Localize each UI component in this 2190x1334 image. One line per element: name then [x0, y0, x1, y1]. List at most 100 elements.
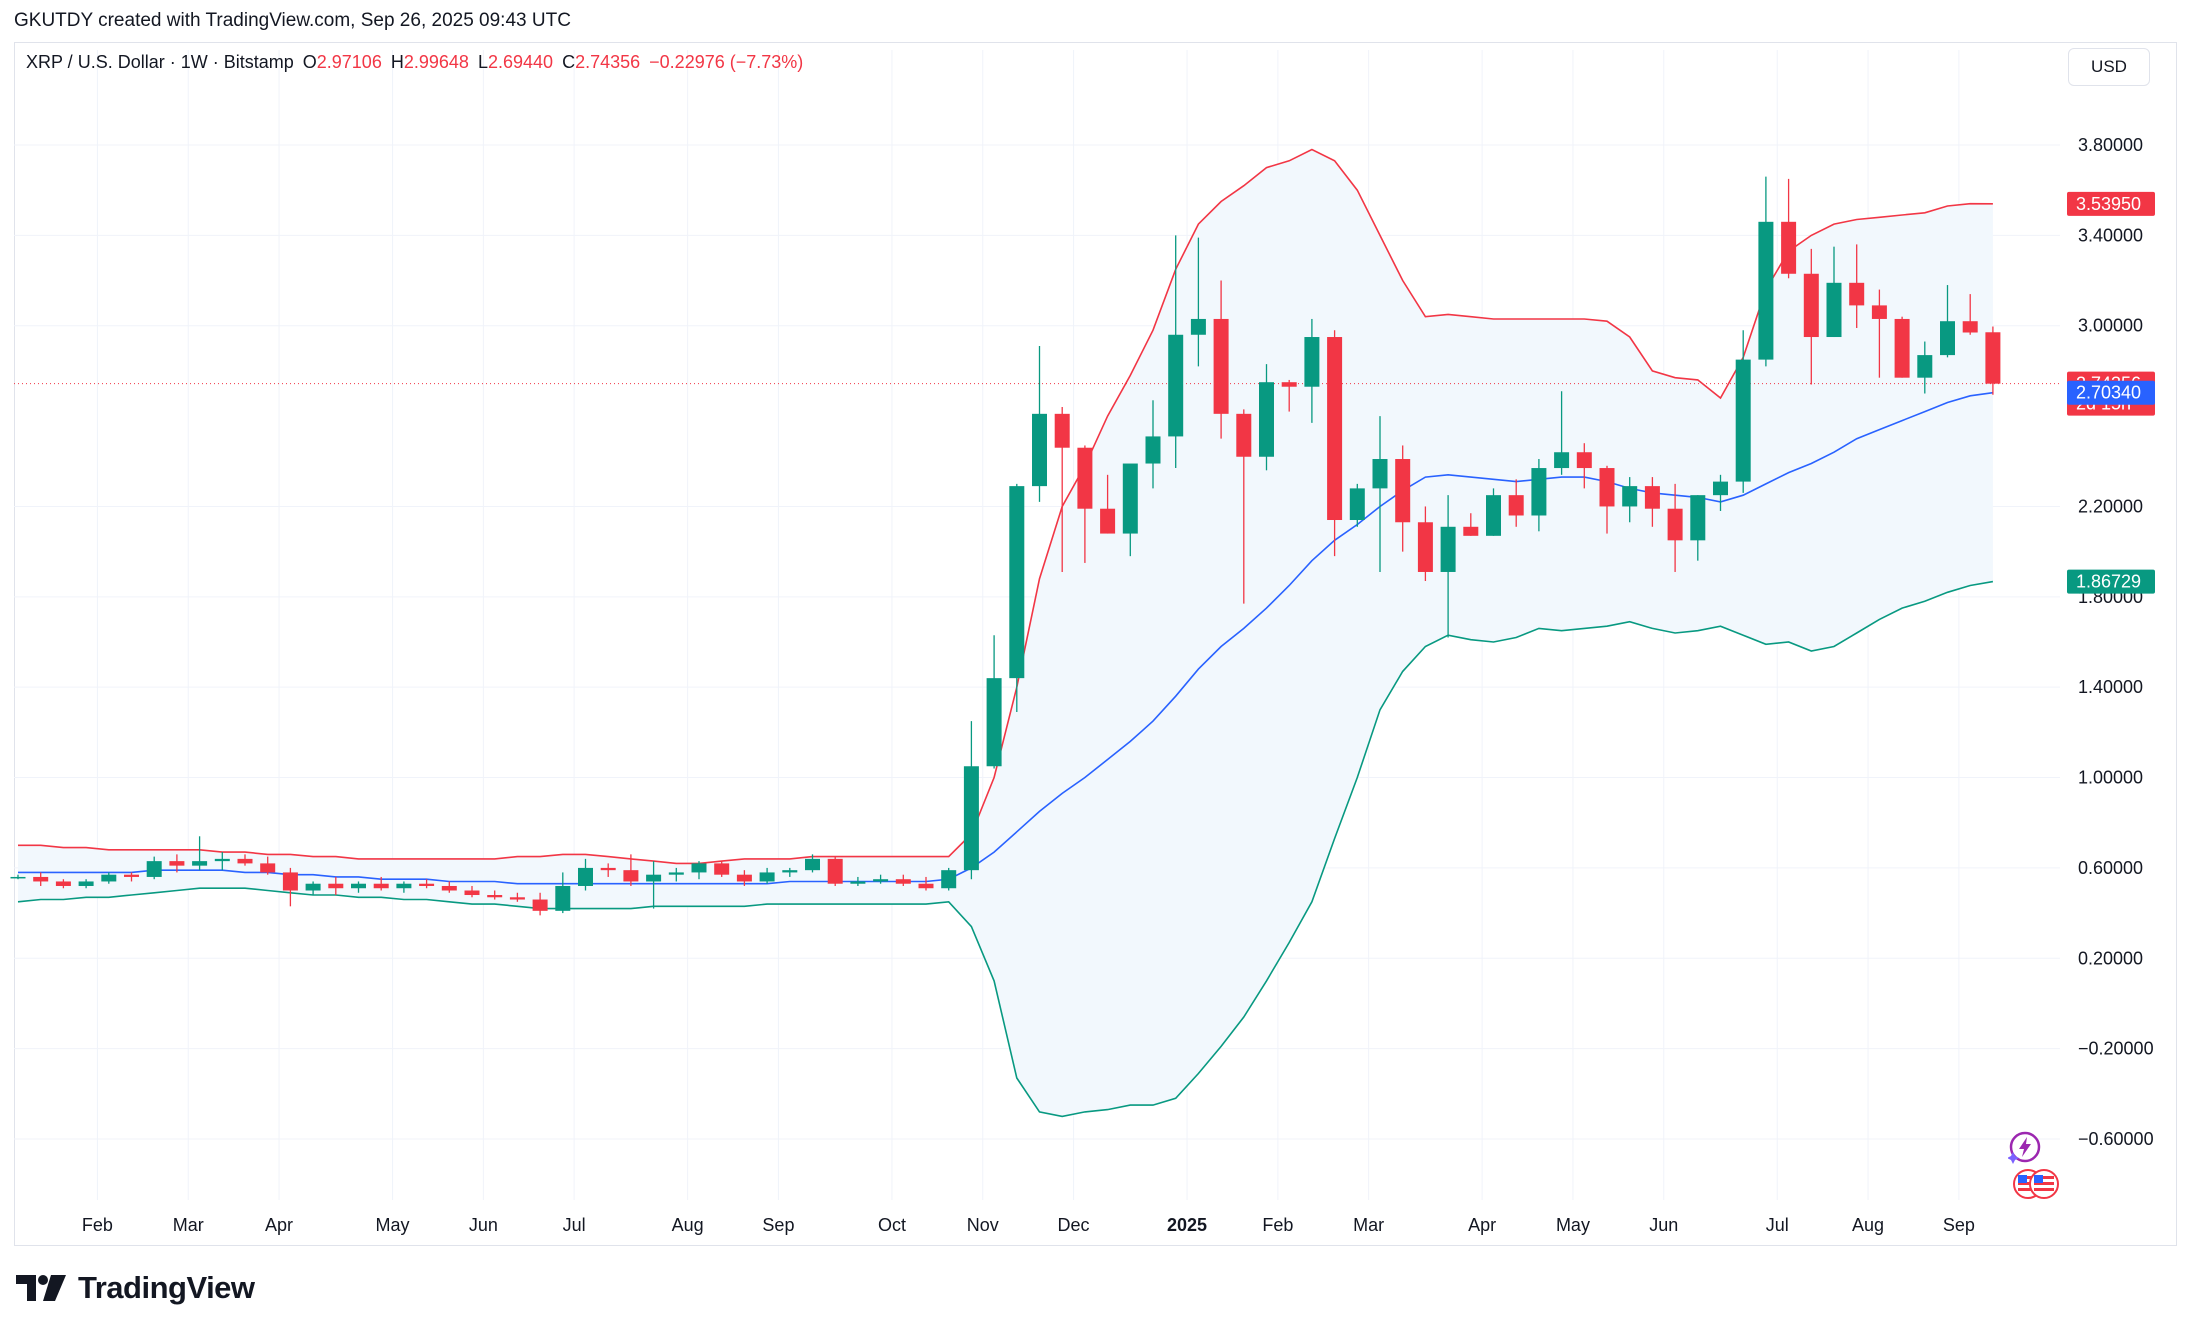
candle	[1440, 495, 1456, 638]
candle	[1463, 513, 1479, 536]
candle	[1486, 488, 1501, 536]
legend-close-label: C	[562, 52, 576, 72]
y-tick-label: −0.20000	[2078, 1039, 2154, 1059]
candle	[1417, 506, 1433, 582]
candle-body	[1395, 459, 1411, 523]
candle-body	[691, 863, 707, 873]
candle-body	[759, 872, 775, 882]
candle-body	[1599, 468, 1615, 507]
x-tick-label: Apr	[1468, 1215, 1496, 1235]
x-tick-label: Mar	[173, 1215, 204, 1235]
candle	[101, 872, 117, 884]
candle-body	[419, 883, 435, 886]
candle-body	[1531, 468, 1547, 516]
candle	[1826, 246, 1842, 338]
candle-body	[714, 863, 730, 875]
candle	[55, 879, 71, 889]
candle	[373, 876, 389, 891]
candle-body	[1508, 495, 1524, 516]
candle	[1713, 474, 1728, 511]
x-tick-label: Jun	[469, 1215, 498, 1235]
x-tick-label: Mar	[1353, 1215, 1384, 1235]
candle-body	[1213, 318, 1229, 414]
candle-body	[895, 879, 911, 884]
candle-body	[373, 883, 389, 889]
x-tick-label: Jun	[1649, 1215, 1678, 1235]
y-tick-label: −0.60000	[2078, 1129, 2154, 1149]
candle	[1508, 479, 1524, 527]
candle	[1962, 294, 1978, 335]
candle-body	[78, 881, 94, 886]
x-tick-label: Oct	[878, 1215, 906, 1235]
candle-body	[1168, 334, 1184, 437]
candle	[214, 852, 230, 871]
candle-body	[1803, 273, 1819, 338]
candle	[578, 858, 593, 891]
candle-body	[1327, 337, 1343, 521]
basis-label-text: 2.70340	[2076, 383, 2141, 403]
legend-high-label: H	[390, 52, 404, 72]
tradingview-logo-text: TradingView	[78, 1270, 255, 1305]
candle	[941, 867, 957, 891]
candle	[1009, 483, 1025, 713]
candle-body	[1440, 526, 1456, 572]
candle-body	[805, 858, 820, 871]
candle	[78, 879, 94, 889]
time-axis[interactable]: Feb Mar Apr May Jun Jul Aug Sep Oct Nov Dec 2025 Feb…	[82, 1215, 1975, 1235]
y-tick-label: 3.40000	[2078, 225, 2143, 245]
legend-low-value: 2.69440	[487, 52, 554, 72]
candle	[487, 890, 503, 900]
candle	[441, 881, 457, 893]
candle	[464, 885, 480, 898]
us-flag-currency-icon[interactable]	[2012, 1166, 2062, 1202]
candle-body	[623, 870, 639, 882]
x-tick-label: May	[376, 1215, 410, 1235]
candle-body	[1077, 447, 1093, 509]
lightning-icon[interactable]	[2008, 1130, 2042, 1164]
candle-body	[1349, 488, 1365, 521]
tradingview-logo-icon	[16, 1275, 66, 1301]
currency-button[interactable]: USD	[2068, 48, 2150, 86]
candle	[1327, 330, 1343, 557]
candle	[986, 635, 1002, 769]
candle-body	[941, 870, 957, 889]
x-tick-label: Aug	[672, 1215, 704, 1235]
candle	[1032, 346, 1047, 502]
candle-body	[918, 883, 934, 889]
candle-body	[873, 879, 889, 882]
candle-body	[169, 861, 185, 866]
candle	[963, 721, 979, 880]
candle-body	[1281, 382, 1297, 387]
legend-close: C2.74356	[562, 52, 640, 72]
candle	[169, 854, 185, 873]
upper-band-label-box	[2067, 191, 2155, 216]
candle-body	[578, 867, 593, 886]
candle	[237, 854, 253, 866]
x-tick-label: Aug	[1852, 1215, 1884, 1235]
price-axis[interactable]: 3.800003.400003.000002.200001.800001.400…	[2078, 135, 2154, 1149]
candle-body	[668, 872, 684, 875]
tradingview-logo[interactable]: TradingView	[16, 1270, 255, 1306]
y-tick-label: 2.20000	[2078, 496, 2143, 516]
candle	[759, 867, 775, 884]
candle	[1349, 483, 1365, 527]
candle-body	[282, 872, 298, 891]
candle-body	[1236, 413, 1252, 457]
x-tick-label: Jul	[563, 1215, 586, 1235]
legend-symbol[interactable]: XRP / U.S. Dollar · 1W · Bitstamp	[26, 52, 294, 72]
candle	[1599, 465, 1615, 534]
candle-body	[146, 861, 162, 877]
candle	[1758, 176, 1774, 367]
x-tick-label: Feb	[82, 1215, 113, 1235]
basis-label: 2.70340	[2067, 380, 2155, 405]
lower-band-label-text: 1.86729	[2076, 572, 2141, 592]
candle-body	[1100, 508, 1116, 534]
candle	[192, 836, 208, 871]
candle	[1622, 477, 1638, 523]
candle-body	[101, 874, 117, 882]
candle	[1894, 316, 1910, 378]
candle-body	[1826, 282, 1842, 338]
candle	[1871, 289, 1887, 378]
candle-body	[1985, 332, 2001, 384]
